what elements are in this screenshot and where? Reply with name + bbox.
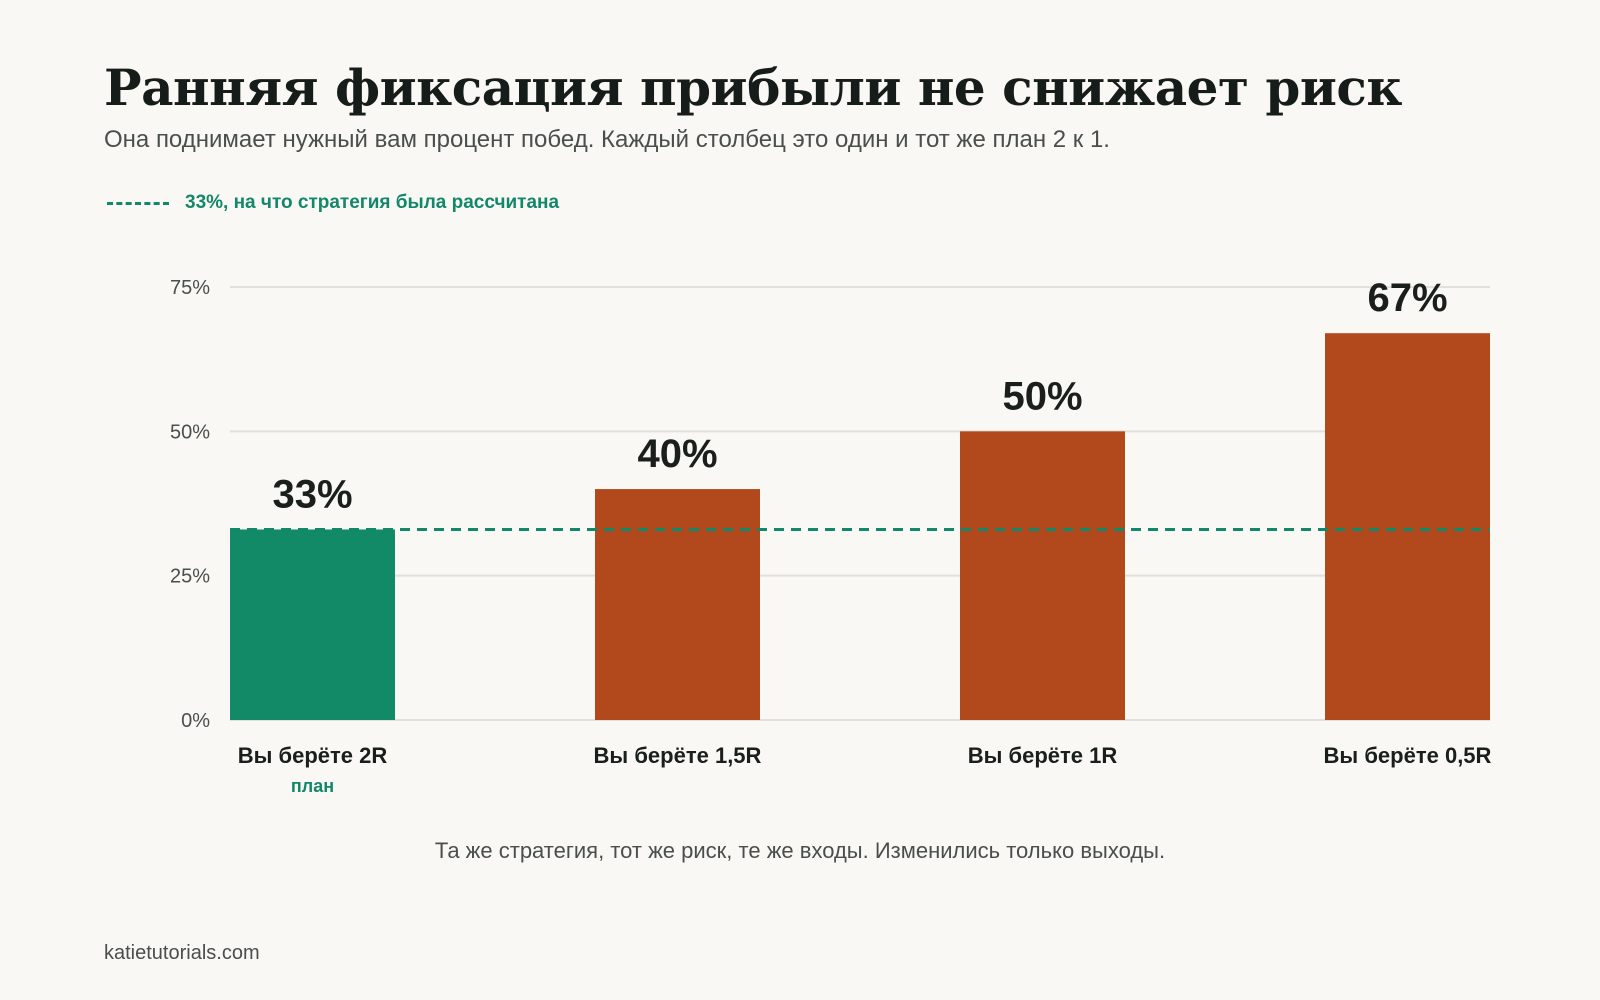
bar xyxy=(1325,333,1490,720)
legend: 33%, на что стратегия была рассчитана xyxy=(107,190,559,216)
chart-title: Ранняя фиксация прибыли не снижает риск xyxy=(104,58,1402,117)
bar xyxy=(595,489,760,720)
legend-dashed-line xyxy=(107,201,169,205)
chart-subtitle: Она поднимает нужный вам процент побед. … xyxy=(104,126,1110,153)
x-category-sublabel: план xyxy=(291,776,334,796)
bar-value-label: 67% xyxy=(1367,276,1447,320)
chart-caption: Та же стратегия, тот же риск, те же вход… xyxy=(434,838,1166,863)
bar-value-label: 33% xyxy=(272,472,352,516)
y-tick-label: 0% xyxy=(181,710,210,732)
x-category-label: Вы берёте 1,5R xyxy=(594,743,762,768)
legend-label: 33%, на что стратегия была рассчитана xyxy=(185,192,560,213)
x-category-label: Вы берёте 0,5R xyxy=(1324,743,1492,768)
y-tick-label: 75% xyxy=(170,277,210,299)
footer-site: katietutorials.com xyxy=(104,942,260,964)
bar xyxy=(960,431,1125,720)
y-tick-label: 50% xyxy=(170,421,210,443)
x-category-label: Вы берёте 2R xyxy=(238,743,388,768)
bar xyxy=(230,529,395,720)
bar-value-label: 50% xyxy=(1002,374,1082,418)
bar-value-label: 40% xyxy=(637,432,717,476)
y-tick-label: 25% xyxy=(170,566,210,588)
x-category-label: Вы берёте 1R xyxy=(968,743,1118,768)
